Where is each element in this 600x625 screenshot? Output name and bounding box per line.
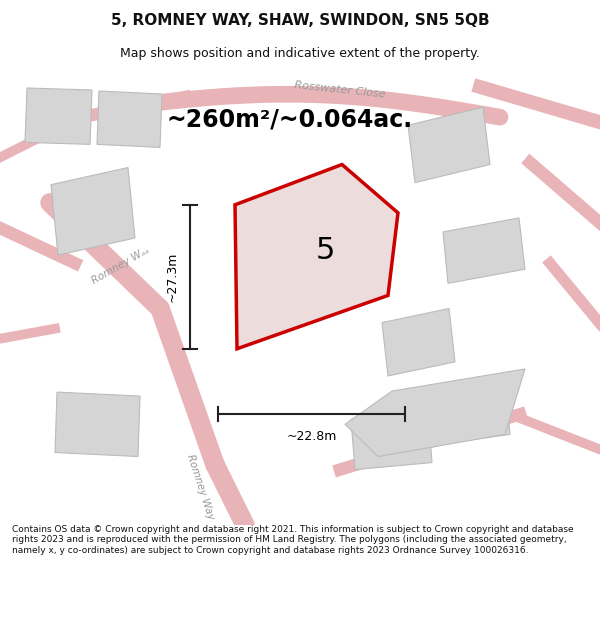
Polygon shape [241, 188, 345, 306]
Text: 5, ROMNEY WAY, SHAW, SWINDON, SN5 5QB: 5, ROMNEY WAY, SHAW, SWINDON, SN5 5QB [110, 12, 490, 28]
Text: ~22.8m: ~22.8m [286, 430, 337, 443]
Text: ~260m²/~0.064ac.: ~260m²/~0.064ac. [167, 107, 413, 131]
Text: Contains OS data © Crown copyright and database right 2021. This information is : Contains OS data © Crown copyright and d… [12, 525, 574, 555]
Polygon shape [351, 412, 432, 469]
Text: Rosswater Close: Rosswater Close [294, 80, 386, 100]
Polygon shape [345, 369, 525, 456]
Polygon shape [25, 88, 92, 144]
Polygon shape [443, 218, 525, 283]
Text: 5: 5 [316, 236, 335, 265]
Text: Romney Way: Romney Way [185, 452, 215, 521]
Polygon shape [434, 386, 510, 444]
Polygon shape [408, 107, 490, 182]
Polygon shape [97, 91, 162, 148]
Polygon shape [55, 392, 140, 456]
Polygon shape [235, 164, 398, 349]
Polygon shape [51, 168, 135, 255]
Text: ~27.3m: ~27.3m [166, 252, 179, 302]
Polygon shape [382, 309, 455, 376]
Text: Map shows position and indicative extent of the property.: Map shows position and indicative extent… [120, 48, 480, 61]
Text: Romney Wₐₐ: Romney Wₐₐ [90, 245, 151, 286]
